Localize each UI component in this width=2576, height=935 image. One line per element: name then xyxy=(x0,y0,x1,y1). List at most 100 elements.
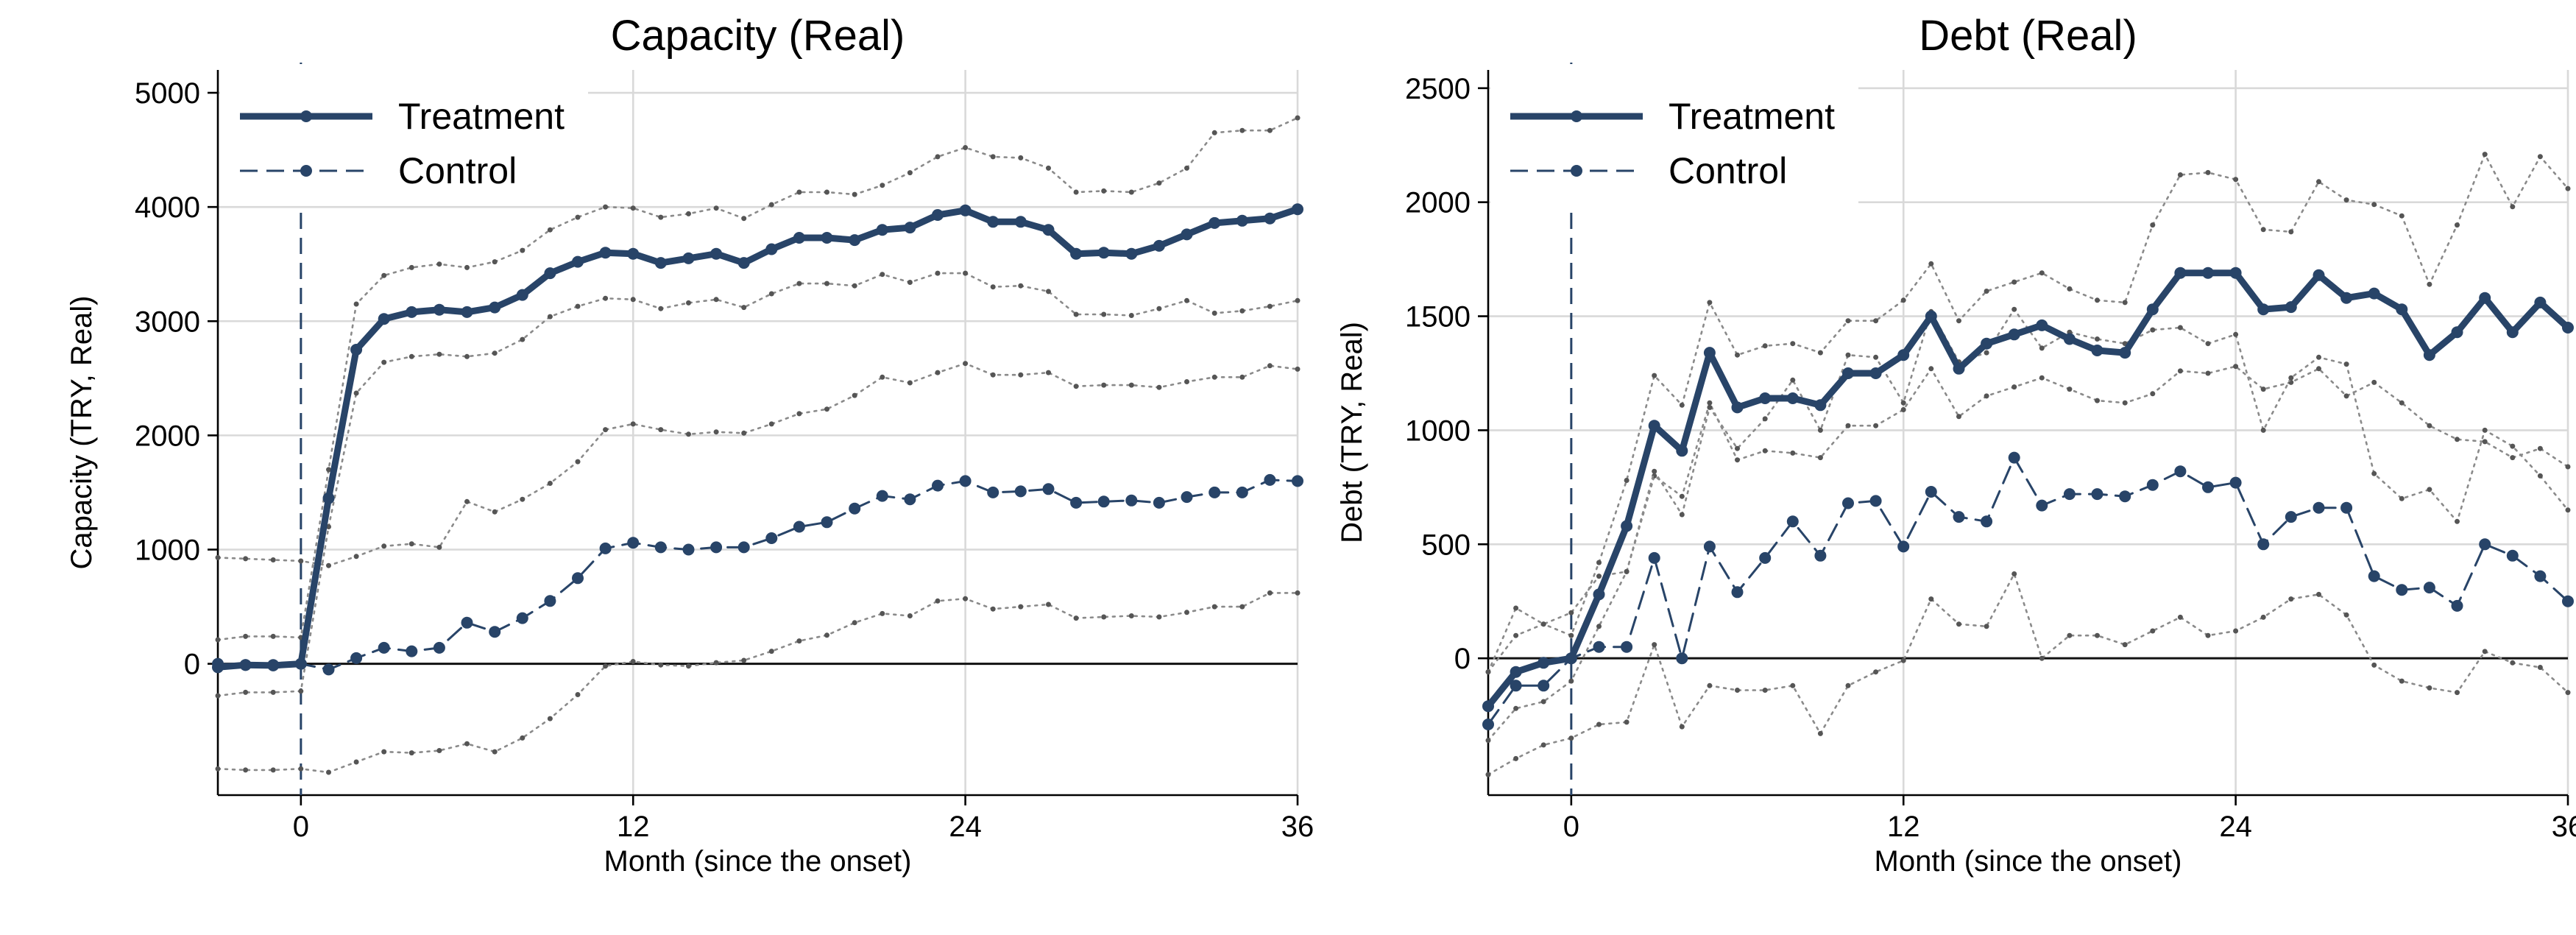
data-point xyxy=(1513,632,1519,638)
legend-marker-treatment xyxy=(1571,110,1582,122)
data-point xyxy=(575,692,581,697)
data-point xyxy=(436,544,442,550)
data-point xyxy=(2451,326,2463,339)
data-point xyxy=(2119,490,2131,503)
data-point xyxy=(2427,423,2432,428)
data-point xyxy=(2423,349,2435,361)
data-point xyxy=(2011,571,2017,576)
data-point xyxy=(2095,398,2100,403)
data-point xyxy=(1869,367,1882,379)
data-point xyxy=(239,659,252,671)
data-point xyxy=(1101,614,1107,620)
series-line xyxy=(1485,269,2572,710)
y-tick-label: 3000 xyxy=(135,306,200,338)
data-point xyxy=(516,289,528,301)
y-tick-label: 1000 xyxy=(135,534,200,566)
data-point xyxy=(1814,549,1827,562)
data-point xyxy=(658,662,664,668)
data-point xyxy=(1652,468,1657,474)
data-point xyxy=(2313,269,2325,281)
x-axis-title: Month (since the onset) xyxy=(1875,845,2182,878)
data-point xyxy=(2316,179,2321,185)
data-point xyxy=(547,314,553,320)
data-point xyxy=(1845,682,1851,688)
data-point xyxy=(1295,115,1301,121)
data-point xyxy=(768,202,774,208)
data-point xyxy=(464,353,470,359)
data-point xyxy=(852,392,857,398)
data-point xyxy=(603,295,609,301)
data-point xyxy=(547,716,553,721)
data-point xyxy=(1676,652,1688,665)
data-point xyxy=(935,154,941,160)
data-point xyxy=(963,270,969,276)
data-point xyxy=(267,659,280,671)
data-point xyxy=(2368,287,2380,300)
data-point xyxy=(2537,665,2543,670)
data-point xyxy=(1156,180,1162,186)
data-point xyxy=(408,264,414,270)
data-point xyxy=(2095,632,2100,638)
data-point xyxy=(433,641,445,654)
data-point xyxy=(1900,657,1906,663)
data-point xyxy=(1128,382,1134,388)
data-point xyxy=(852,191,857,197)
data-point xyxy=(489,301,501,314)
data-point xyxy=(990,372,996,378)
data-point xyxy=(1762,448,1768,454)
series-line xyxy=(1487,365,2569,741)
chart-panel-1: 0 1000 2000 3000 4000 5000 0 12 24 36 Capacity (Re… xyxy=(66,12,1314,878)
data-point xyxy=(793,232,805,244)
data-point xyxy=(1679,512,1685,518)
data-point xyxy=(1897,349,1910,361)
data-point xyxy=(575,459,581,465)
data-point xyxy=(1014,485,1027,498)
y-axis-title: Capacity (TRY, Real) xyxy=(66,296,98,570)
data-point xyxy=(2343,197,2349,203)
data-point xyxy=(2537,473,2543,479)
data-point xyxy=(2119,347,2131,359)
data-point xyxy=(1568,678,1574,684)
data-point xyxy=(1817,427,1823,433)
data-point xyxy=(932,479,944,492)
data-point xyxy=(2423,582,2435,594)
data-point xyxy=(768,421,774,427)
data-point xyxy=(821,516,833,529)
data-point xyxy=(408,750,414,756)
data-point xyxy=(2260,614,2266,620)
data-point xyxy=(1731,586,1744,599)
data-point xyxy=(1267,590,1273,596)
data-point xyxy=(1239,127,1245,133)
data-point xyxy=(1101,311,1107,317)
data-point xyxy=(2285,301,2297,314)
data-point xyxy=(1046,165,1051,171)
data-point xyxy=(1928,596,1934,602)
data-point xyxy=(1128,313,1134,318)
data-point xyxy=(710,247,723,260)
data-point xyxy=(1073,311,1079,317)
data-point xyxy=(1046,289,1051,294)
series-control-ci-upper xyxy=(215,361,1301,568)
data-point xyxy=(990,606,996,612)
data-point xyxy=(2150,222,2156,228)
data-point xyxy=(1842,367,1854,379)
x-axis-title: Month (since the onset) xyxy=(604,845,912,878)
data-point xyxy=(2562,595,2574,607)
data-point xyxy=(630,205,636,211)
data-point xyxy=(1568,632,1574,638)
data-point xyxy=(599,247,612,259)
data-point xyxy=(2039,270,2045,276)
data-point xyxy=(1510,680,1522,692)
data-point xyxy=(2067,286,2073,292)
series-line xyxy=(216,362,1299,567)
x-tick-label: 36 xyxy=(1281,811,1314,843)
data-point xyxy=(1703,540,1716,553)
data-point xyxy=(1900,297,1906,303)
data-point xyxy=(1128,613,1134,618)
data-point xyxy=(1540,742,1546,748)
data-point xyxy=(353,301,359,307)
data-point xyxy=(2202,481,2214,493)
data-point xyxy=(572,572,584,585)
data-point xyxy=(1596,560,1602,565)
